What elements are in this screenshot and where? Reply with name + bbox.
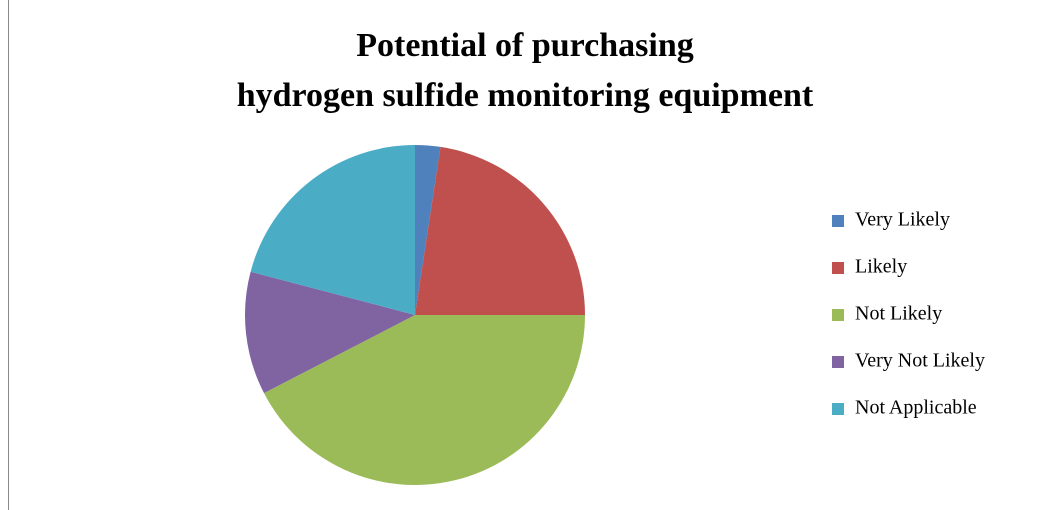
legend-label: Very Not Likely — [855, 350, 985, 372]
pie-slice — [264, 315, 585, 485]
pie-slice — [415, 145, 441, 315]
pie-slice — [244, 271, 415, 394]
legend-swatch — [832, 403, 844, 415]
legend-label: Likely — [855, 256, 907, 278]
chart-title: hydrogen sulfide monitoring equipment — [237, 77, 814, 114]
legend-swatch — [832, 215, 844, 227]
pie-slice — [415, 146, 585, 315]
pie-slice — [250, 145, 415, 315]
legend-label: Very Likely — [855, 209, 950, 231]
legend-label: Not Applicable — [855, 397, 977, 419]
legend-swatch — [832, 309, 844, 321]
chart-title: Potential of purchasing — [356, 27, 694, 64]
legend-label: Not Likely — [855, 303, 942, 325]
legend-swatch — [832, 262, 844, 274]
legend-swatch — [832, 356, 844, 368]
